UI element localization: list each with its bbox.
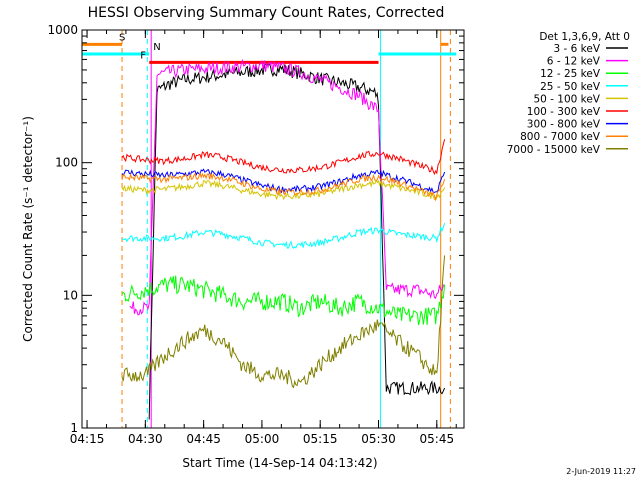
x-tick-label: 04:30 bbox=[128, 432, 163, 446]
legend-label: 6 - 12 keV bbox=[547, 56, 601, 68]
legend-label: 50 - 100 keV bbox=[533, 93, 600, 105]
series-line bbox=[148, 63, 446, 420]
plot-frame bbox=[81, 29, 465, 429]
chart-title: HESSI Observing Summary Count Rates, Cor… bbox=[88, 5, 445, 21]
x-tick-label: 05:45 bbox=[420, 432, 455, 446]
x-tick-label: 04:15 bbox=[70, 432, 105, 446]
legend-label: 12 - 25 keV bbox=[540, 68, 601, 80]
legend-label: 800 - 7000 keV bbox=[520, 131, 601, 143]
legend-title: Det 1,3,6,9, Att 0 bbox=[539, 31, 630, 43]
x-tick-label: 05:15 bbox=[303, 432, 338, 446]
x-axis-label: Start Time (14-Sep-14 04:13:42) bbox=[182, 456, 377, 470]
legend-label: 7000 - 15000 keV bbox=[507, 144, 601, 156]
legend-label: 25 - 50 keV bbox=[540, 81, 601, 93]
x-tick-label: 05:00 bbox=[245, 432, 280, 446]
y-axis-label: Corrected Count Rate (s⁻¹ detector⁻¹) bbox=[21, 116, 35, 342]
y-tick-label: 1 bbox=[70, 421, 78, 435]
x-tick-label: 05:30 bbox=[361, 432, 396, 446]
state-label: F bbox=[140, 50, 146, 61]
legend-label: 100 - 300 keV bbox=[527, 106, 601, 118]
y-tick-label: 100 bbox=[55, 156, 78, 170]
series-line bbox=[121, 223, 446, 249]
series-line bbox=[121, 179, 446, 201]
state-label: N bbox=[153, 42, 160, 53]
series-line bbox=[121, 171, 446, 202]
legend-label: 3 - 6 keV bbox=[553, 43, 600, 55]
series-line bbox=[129, 58, 445, 316]
state-label: S bbox=[119, 32, 125, 43]
series-line bbox=[121, 275, 446, 326]
footer-date: 2-Jun-2019 11:27 bbox=[566, 467, 636, 476]
x-tick-label: 04:45 bbox=[186, 432, 221, 446]
series-line bbox=[121, 255, 446, 389]
series-line bbox=[121, 139, 446, 176]
y-tick-label: 10 bbox=[63, 288, 78, 302]
y-tick-label: 1000 bbox=[47, 23, 78, 37]
legend-label: 300 - 800 keV bbox=[527, 119, 601, 131]
